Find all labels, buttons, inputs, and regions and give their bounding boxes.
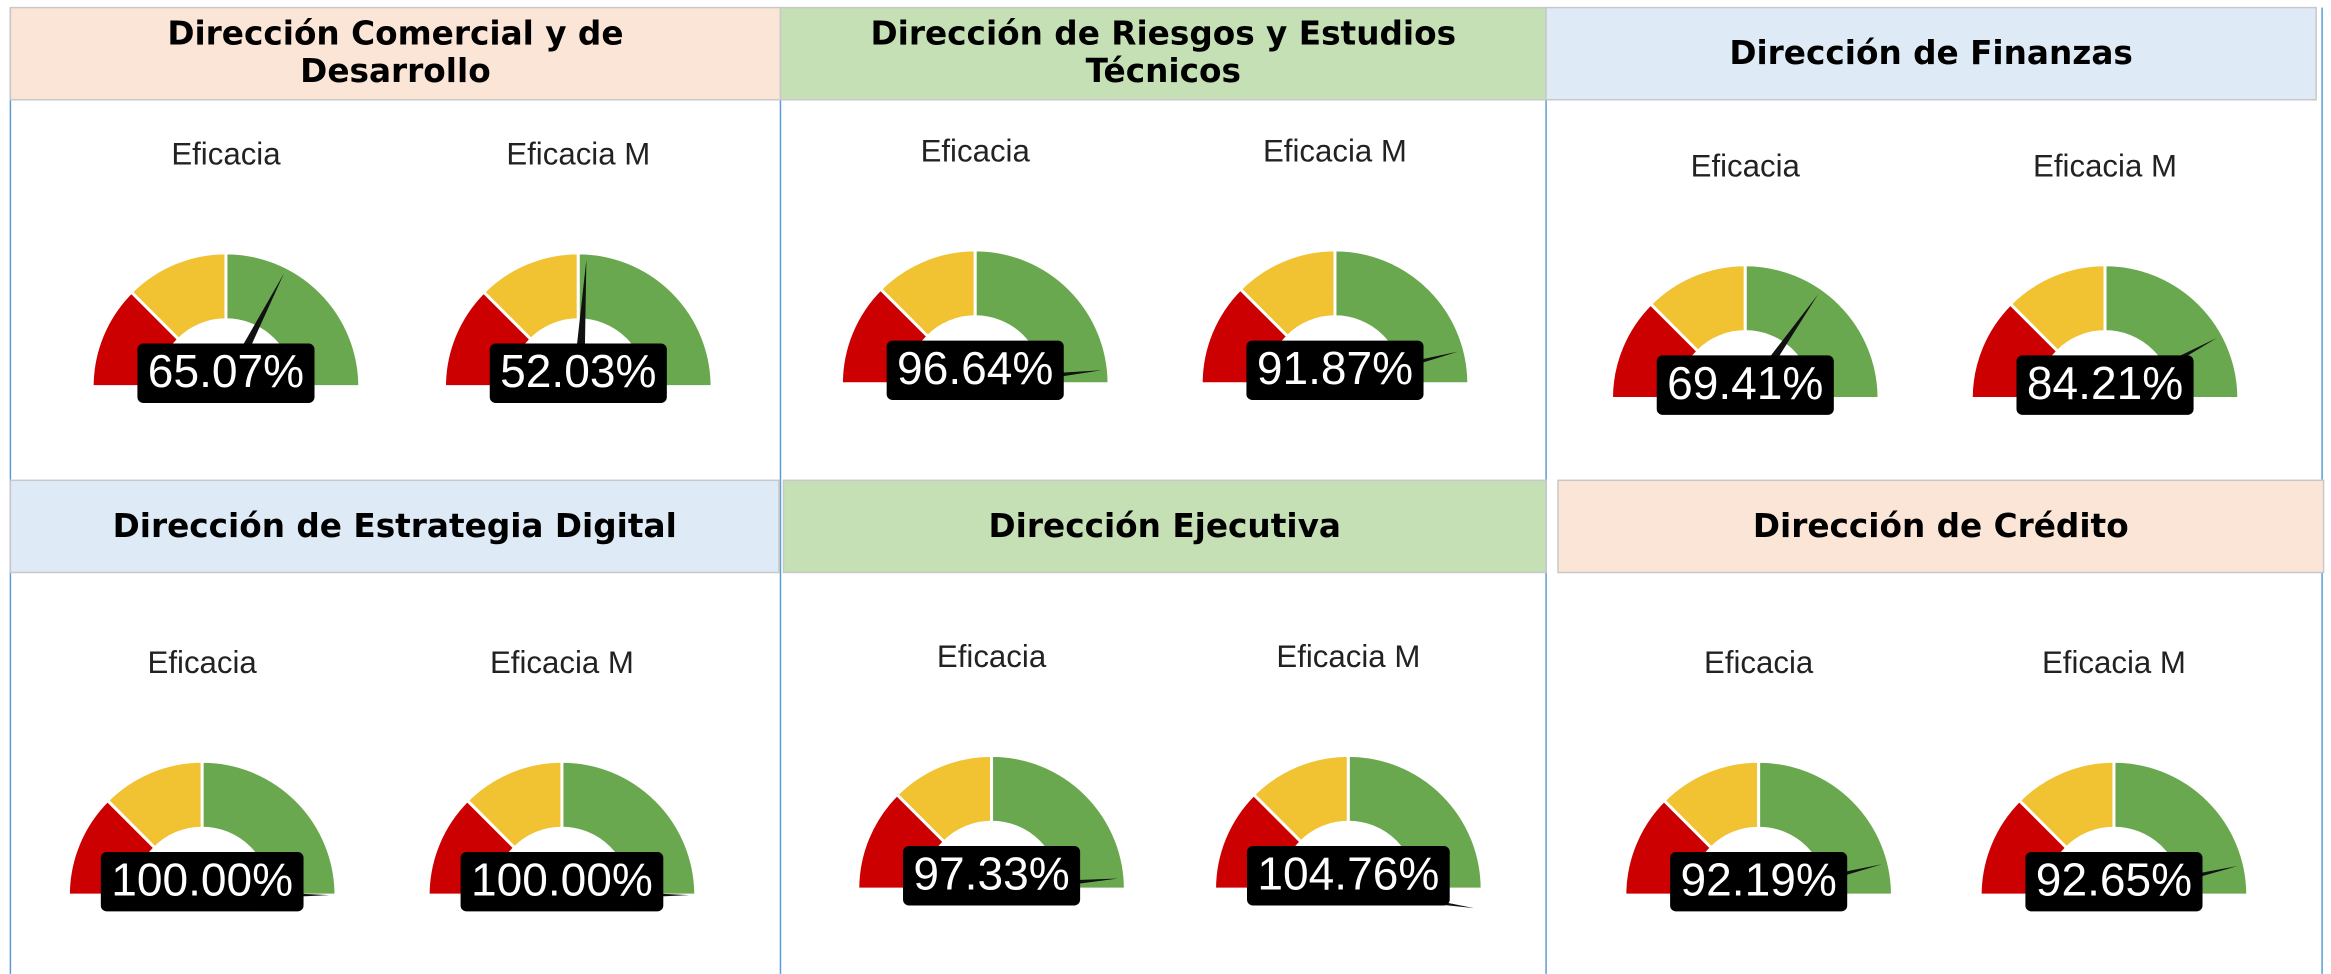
gauge-band [1333,248,1471,386]
gauge-value: 92.65% [2036,853,2192,905]
panel-header-bg [779,6,1547,101]
value-badge [1656,355,1834,415]
panel-header: Dirección de Estrategia Digital [112,507,677,545]
gauge-value: 96.64% [897,342,1053,394]
panel-header-bg [782,479,1547,574]
gauge-title: Eficacia [937,639,1047,674]
value-badge [137,343,315,404]
panel-header: Dirección de Crédito [1752,507,2129,545]
gauge-band [990,753,1127,891]
value-badge [100,851,304,912]
panel-title: Dirección Comercial y de Desarrollo [167,16,624,91]
gauge-title: Eficacia M [2042,645,2186,680]
panel-title: Dirección de Crédito [1752,507,2129,545]
value-box [886,340,1064,401]
value-badge [886,340,1064,401]
value-badge [1670,851,1848,912]
value-box [137,343,315,404]
gauge-value: 52.03% [500,345,656,397]
value-box [460,851,664,912]
value-box [489,343,667,404]
panel-header: Dirección de Finanzas [1729,35,2133,73]
value-box [1246,846,1450,906]
gauge-value: 84.21% [2027,357,2183,409]
panel-header-bg [1545,6,2317,101]
gauge-title: Eficacia [171,136,281,171]
value-badge [1246,340,1424,401]
panel-title: Dirección de Estrategia Digital [112,507,677,545]
gauge-band [1743,263,1881,401]
gauge-title: Eficacia M [506,136,650,171]
panel-title: Dirección de Riesgos y Estudios Técnicos [870,16,1457,91]
value-box [2016,355,2194,415]
value-badge [460,851,664,912]
gauge-title: Eficacia [1704,645,1814,680]
panel-header: Dirección Ejecutiva [988,507,1341,545]
value-badge [489,343,667,404]
gauge-value: 100.00% [111,853,293,905]
gauge-band [2112,759,2250,897]
value-badge [903,846,1081,906]
gauge-title: Eficacia [148,645,258,680]
gauge-band [2103,263,2241,401]
gauge-band [973,248,1111,386]
gauge-band [224,251,362,389]
gauge-title: Eficacia M [1276,639,1420,674]
value-box [2025,851,2203,912]
panel-header-bg [9,6,782,101]
panel-title: Dirección de Finanzas [1729,35,2133,73]
value-box [1656,355,1834,415]
value-box [903,846,1081,906]
value-badge [2025,851,2203,912]
value-badge [2016,355,2194,415]
gauge-title: Eficacia M [1263,134,1407,169]
panel-header: Dirección de Riesgos y Estudios Técnicos [870,16,1457,91]
gauge-band [1757,759,1894,897]
value-box [100,851,304,912]
gauge-value: 65.07% [148,345,304,397]
gauge-value: 91.87% [1257,342,1413,394]
gauge-value: 100.00% [471,853,653,905]
value-box [1246,340,1424,401]
gauge-value: 104.76% [1257,847,1439,899]
gauge-title: Eficacia [1691,148,1801,183]
gauge-title: Eficacia M [490,645,634,680]
gauge-value: 69.41% [1667,357,1823,409]
panel-header-bg [1557,479,2325,574]
panel-header: Dirección Comercial y de Desarrollo [167,16,624,91]
gauge-band [576,251,714,389]
gauge-title: Eficacia M [2033,148,2177,183]
gauge-title: Eficacia [921,134,1031,169]
gauge-value: 92.19% [1681,853,1837,905]
value-box [1670,851,1848,912]
value-badge [1246,846,1450,906]
panel-title: Dirección Ejecutiva [988,507,1341,545]
panel-header-bg [9,479,780,574]
gauge-value: 97.33% [913,847,1069,899]
